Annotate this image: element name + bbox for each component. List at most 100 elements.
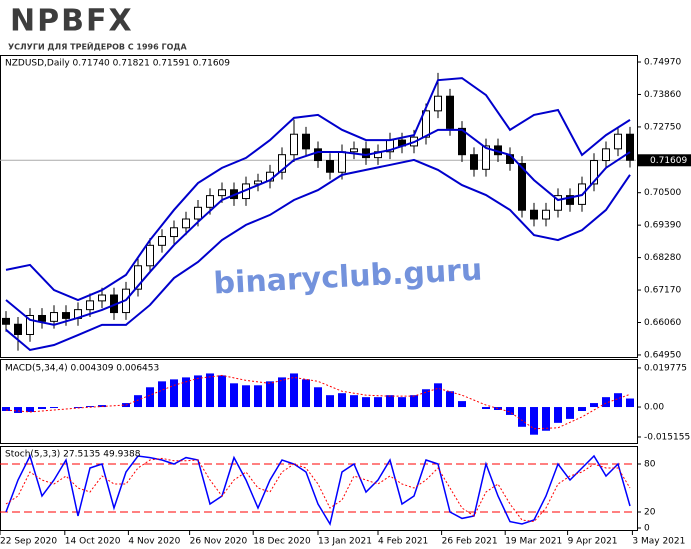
macd-bar [194,375,202,408]
candle-body [146,244,154,267]
macd-bar [230,383,238,408]
candle-body [254,180,262,185]
macd-bar [350,395,358,408]
macd-bar [398,397,406,408]
macd-bar [566,407,574,419]
candle-body [98,294,106,302]
macd-bar [182,377,190,408]
current-price-box [638,154,691,167]
macd-bar [386,395,394,408]
price-panel [0,55,638,358]
logo-background [0,0,165,54]
y-tick-label: 0.68280 [644,253,681,263]
candle-body [314,148,322,162]
y-tick-label: 0.00 [644,403,664,413]
macd-bar [2,407,10,411]
macd-bar [554,407,562,423]
macd-bar [254,385,262,408]
x-tick-label: 3 May 2021 [632,537,685,547]
y-tick-label: -0.015155 [644,432,690,442]
macd-bar [458,401,466,408]
macd-bar [374,397,382,408]
macd-bar [602,397,610,408]
y-tick-label: 0.66060 [644,318,681,328]
candle-body [50,312,58,322]
y-tick-label: 0.69390 [644,221,681,231]
y-tick-label: 0.64950 [644,350,681,360]
macd-bar [218,375,226,408]
x-tick-label: 26 Nov 2020 [190,537,248,547]
macd-bar [326,395,334,408]
candle-body [602,148,610,162]
candle-body [446,95,454,129]
candle-body [218,189,226,197]
candle-body [530,209,538,220]
y-tick-label: 0.67170 [644,286,681,296]
bollinger-band [5,128,631,326]
macd-bar [206,373,214,408]
candle-body [38,314,46,322]
macd-bar [38,407,46,410]
candle-body [26,314,34,335]
candle-body [158,236,166,246]
y-tick-label: 0.72750 [644,122,681,132]
y-tick-label: 80 [644,460,656,470]
candle-body [326,160,334,173]
macd-bar [614,393,622,408]
macd-bar [506,407,514,415]
candle-body [422,110,430,138]
macd-bar [242,385,250,408]
candle-body [554,195,562,211]
panel-title: Stoch(5,3,3) 27.5135 49.9388 [5,450,141,460]
candle-body [590,160,598,185]
y-tick-label: 20 [644,508,656,518]
candle-body [338,151,346,173]
macd-bar [434,383,442,408]
x-tick-label: 4 Nov 2020 [128,537,180,547]
bollinger-band [5,158,631,352]
macd-bar [86,406,94,408]
macd-bar [626,398,634,408]
panel-title: NZDUSD,Daily 0.71740 0.71821 0.71591 0.7… [5,59,230,69]
macd-bar [446,391,454,408]
x-tick-label: 4 Feb 2021 [378,537,428,547]
macd-bar [170,379,178,408]
x-tick-label: 13 Jan 2021 [318,537,372,547]
candle-body [86,300,94,311]
candle-body [434,95,442,112]
macd-bar [146,387,154,408]
logo-brand: NPBFX [10,4,134,39]
candle-body [194,206,202,220]
macd-bar [578,407,586,411]
y-tick-label: 0.74970 [644,58,681,68]
macd-bar [542,407,550,431]
candle-body [482,145,490,170]
x-tick-label: 14 Oct 2020 [65,537,121,547]
macd-bar [410,395,418,408]
macd-bar [590,403,598,408]
y-tick-label: 0.019775 [644,363,687,373]
panel-title: MACD(5,34,4) 0.004309 0.006453 [5,364,159,374]
candle-body [542,209,550,220]
macd-bar [362,397,370,408]
candle-body [470,154,478,170]
candle-body [350,148,358,153]
candle-body [62,312,70,319]
stoch-line [5,457,631,523]
macd-bar [530,407,538,435]
y-tick-label: 0.70500 [644,188,681,198]
bollinger-band [5,77,631,302]
candle-body [170,227,178,238]
candle-body [14,323,22,335]
signal-line [5,374,631,430]
x-tick-label: 26 Feb 2021 [442,537,498,547]
candle-body [626,133,634,161]
stoch-panel [0,446,638,531]
macd-bar [518,407,526,427]
x-tick-label: 22 Sep 2020 [0,537,57,547]
candle-body [134,265,142,290]
logo-tagline: УСЛУГИ ДЛЯ ТРЕЙДЕРОВ С 1996 ГОДА [8,41,187,52]
candle-body [458,127,466,156]
x-tick-label: 19 Mar 2021 [505,537,562,547]
